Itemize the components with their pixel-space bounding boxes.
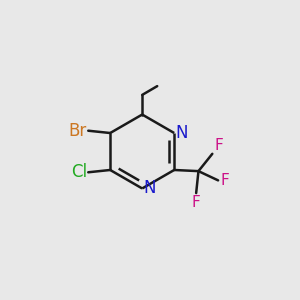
- Text: N: N: [143, 179, 156, 197]
- Text: F: F: [192, 195, 200, 210]
- Text: N: N: [176, 124, 188, 142]
- Text: F: F: [214, 138, 223, 153]
- Text: Br: Br: [69, 122, 87, 140]
- Text: Cl: Cl: [71, 163, 87, 181]
- Text: F: F: [220, 173, 229, 188]
